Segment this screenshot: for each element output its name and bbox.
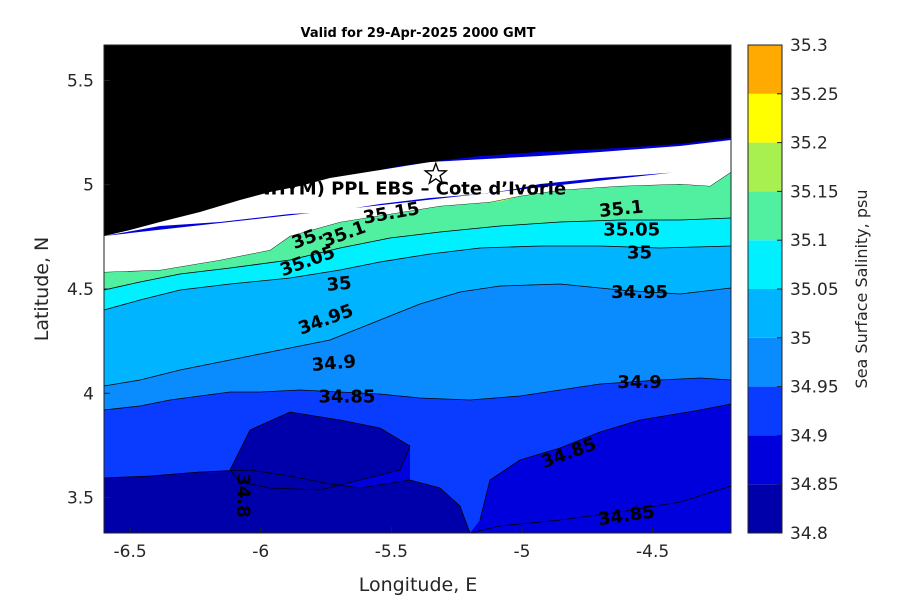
contour-label: 34.9 bbox=[617, 372, 661, 393]
site-label: (ONHYM) PPL EBS – Cote d’Ivorie bbox=[232, 178, 566, 199]
colorbar-tick-label: 35.25 bbox=[790, 85, 839, 105]
contour-label: 35 bbox=[627, 243, 652, 264]
colorbar-tick-label: 34.85 bbox=[790, 475, 839, 495]
salinity-band bbox=[480, 404, 731, 520]
salinity-band bbox=[104, 378, 731, 533]
y-axis: 3.5 4 4.5 5 5.5 bbox=[67, 71, 110, 509]
x-tick-label: -5.5 bbox=[375, 542, 408, 562]
salinity-band bbox=[104, 470, 470, 533]
contour-line bbox=[103, 283, 732, 387]
contour-line bbox=[469, 485, 732, 534]
colorbar-segment bbox=[748, 337, 782, 387]
colorbar-tick-label: 35.15 bbox=[790, 182, 839, 202]
contour-label: 34.95 bbox=[611, 282, 668, 303]
y-tick-label: 3.5 bbox=[67, 489, 94, 509]
contour-line bbox=[103, 217, 732, 291]
plot-area: (ONHYM) PPL EBS – Cote d’Ivorie 35.135.0… bbox=[103, 44, 732, 534]
colorbar-segment bbox=[748, 142, 782, 192]
salinity-band bbox=[230, 412, 410, 490]
colorbar-tick-label: 34.8 bbox=[790, 524, 828, 544]
y-tick-label: 4 bbox=[83, 384, 94, 404]
y-tick-label: 5.5 bbox=[67, 71, 94, 91]
colorbar-segment bbox=[748, 93, 782, 143]
chart-title: Valid for 29-Apr-2025 2000 GMT bbox=[301, 26, 536, 41]
colorbar-tick-label: 34.9 bbox=[790, 426, 828, 446]
y-tick-label: 5 bbox=[83, 176, 94, 196]
colorbar-tick-label: 35.1 bbox=[790, 231, 828, 251]
colorbar-segment bbox=[748, 191, 782, 241]
colorbar-segment bbox=[748, 435, 782, 485]
coast-white-gap bbox=[104, 140, 731, 272]
x-tick-label: -6.5 bbox=[114, 542, 147, 562]
colorbar-segment bbox=[748, 45, 782, 94]
colorbar-segment bbox=[748, 240, 782, 289]
star-icon bbox=[423, 161, 449, 185]
colorbar-tick-label: 35.3 bbox=[790, 36, 828, 56]
land-mass bbox=[104, 45, 731, 236]
y-axis-label: Latitude, N bbox=[31, 237, 53, 342]
colorbar-segment bbox=[748, 484, 782, 533]
contour-line bbox=[229, 411, 411, 491]
colorbar-segment bbox=[748, 386, 782, 436]
site-star-icon bbox=[423, 161, 449, 185]
y-tick-label: 4.5 bbox=[67, 280, 94, 300]
salinity-band bbox=[104, 284, 731, 410]
colorbar-segment bbox=[748, 289, 782, 338]
salinity-band bbox=[104, 218, 731, 310]
contour-label: 34.8 bbox=[232, 473, 253, 517]
x-axis-label: Longitude, E bbox=[359, 574, 478, 596]
salinity-band bbox=[104, 172, 731, 290]
contour-line bbox=[479, 403, 732, 521]
contour-line bbox=[103, 377, 732, 411]
contour-lines bbox=[103, 171, 732, 534]
contour-line bbox=[103, 245, 732, 311]
colorbar-tick-label: 35.05 bbox=[790, 280, 839, 300]
colorbar-tick-label: 35.2 bbox=[790, 134, 828, 154]
x-axis: -6.5 -6 -5.5 -5 -4.5 bbox=[114, 527, 669, 562]
x-tick-label: -4.5 bbox=[636, 542, 669, 562]
colorbar-tick-label: 34.95 bbox=[790, 378, 839, 398]
x-tick-label: -6 bbox=[252, 542, 269, 562]
contour-label: 35.1 bbox=[598, 196, 644, 222]
colorbar: 34.8 34.85 34.9 34.95 35 35.05 35.1 35.15 35.2 35… bbox=[747, 36, 839, 544]
salinity-band bbox=[470, 486, 731, 533]
contour-label: 34.9 bbox=[311, 351, 357, 376]
contour-label: 34.85 bbox=[318, 386, 375, 407]
contour-label: 35.05 bbox=[603, 220, 660, 241]
contour-label: 35 bbox=[326, 273, 353, 296]
colorbar-tick-label: 35 bbox=[790, 329, 812, 349]
x-tick-label: -5 bbox=[514, 542, 531, 562]
contour-line bbox=[103, 469, 471, 534]
colorbar-label: Sea Surface Salinity, psu bbox=[852, 190, 871, 389]
